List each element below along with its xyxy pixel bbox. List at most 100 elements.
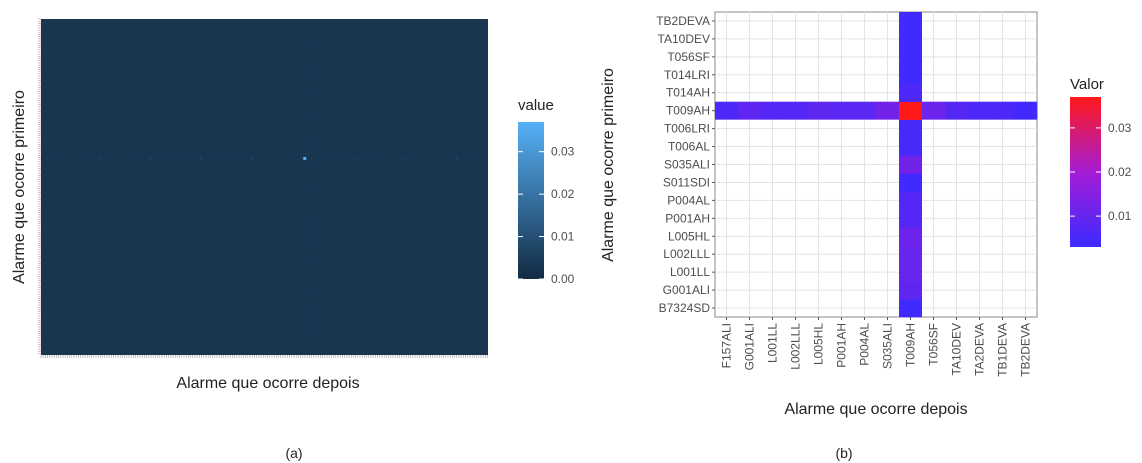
heatmap-a-row-cell bbox=[295, 157, 297, 160]
heatmap-a-row-cell bbox=[353, 157, 356, 160]
heatmap-a-col-cell bbox=[303, 238, 306, 241]
heatmap-cell bbox=[899, 29, 922, 49]
heatmap-b-x-tick-labels: F157ALI G001ALI L001LL L002LLL L005HL P001AH P… bbox=[720, 317, 1033, 377]
legend-a-tick-label: 0.03 bbox=[551, 145, 575, 159]
heatmap-cell bbox=[968, 101, 992, 120]
y-tick-label: T056SF bbox=[667, 50, 710, 64]
heatmap-a-row-cell bbox=[390, 157, 392, 160]
heatmap-cell bbox=[899, 137, 922, 156]
heatmap-a-col-cell bbox=[303, 48, 306, 51]
heatmap-cell bbox=[715, 101, 739, 120]
heatmap-a-col-cell bbox=[303, 165, 306, 168]
heatmap-a-row-cell bbox=[375, 157, 378, 160]
legend-a-tick-label: 0.00 bbox=[551, 272, 575, 286]
heatmap-a-col-cell bbox=[303, 107, 306, 109]
heatmap-cell bbox=[784, 101, 808, 120]
heatmap-a-col-cell bbox=[303, 173, 306, 175]
heatmap-a-row-cell bbox=[236, 157, 239, 160]
x-tick-label: TA2DEVA bbox=[973, 323, 987, 376]
heatmap-a-row-cell bbox=[360, 157, 363, 160]
heatmap-cell bbox=[899, 12, 922, 31]
heatmap-a-col-cell bbox=[303, 267, 306, 270]
heatmap-a-row-cell bbox=[207, 157, 210, 160]
heatmap-cell bbox=[991, 101, 1015, 120]
heatmap-a-row-cell bbox=[455, 157, 458, 160]
heatmap-a-row-cell bbox=[134, 157, 137, 160]
legend-b-ticks: 0.01 0.02 0.03 bbox=[1070, 121, 1132, 223]
heatmap-a-row-cell bbox=[127, 157, 129, 160]
heatmap-cell bbox=[899, 245, 922, 264]
heatmap-cell bbox=[899, 281, 922, 300]
legend-b-title: Valor bbox=[1070, 76, 1104, 93]
heatmap-a-row-cell bbox=[149, 157, 151, 160]
heatmap-a-col-cell bbox=[303, 180, 306, 182]
heatmap-cell bbox=[899, 263, 922, 282]
panel-a-ylabel: Alarme que ocorre primeiro bbox=[11, 90, 28, 284]
heatmap-a-row-cell bbox=[185, 157, 188, 160]
heatmap-a-row-cell bbox=[98, 157, 100, 160]
heatmap-a-row-cell bbox=[382, 157, 385, 160]
x-tick-label: L001LL bbox=[766, 323, 780, 363]
panel-b-xlabel: Alarme que ocorre depois bbox=[784, 401, 967, 418]
heatmap-a-row-cell bbox=[112, 157, 115, 160]
heatmap-a-row-cell bbox=[287, 157, 290, 160]
heatmap-a-row-cell bbox=[309, 157, 312, 160]
x-tick-label: T056SF bbox=[927, 323, 941, 366]
heatmap-a-row-cell bbox=[273, 157, 275, 160]
heatmap-a-col-cell bbox=[303, 121, 306, 124]
heatmap-a-col-cell bbox=[303, 224, 306, 226]
heatmap-cell bbox=[876, 101, 900, 120]
heatmap-a-row-cell bbox=[433, 157, 436, 160]
legend-a-colorbar bbox=[518, 122, 544, 279]
x-tick-label: L005HL bbox=[812, 323, 826, 365]
y-tick-label: T014AH bbox=[666, 86, 710, 100]
heatmap-a-col-cell bbox=[303, 78, 306, 80]
legend-b-tick-label: 0.03 bbox=[1108, 121, 1132, 135]
heatmap-a-row-cell bbox=[54, 157, 56, 160]
heatmap-a-edge-ticks bbox=[38, 18, 488, 358]
heatmap-a-col-cell bbox=[303, 260, 306, 263]
legend-a-tick-label: 0.02 bbox=[551, 187, 575, 201]
heatmap-a-peak-cell bbox=[303, 156, 307, 160]
heatmap-a-row-cell bbox=[412, 157, 414, 160]
heatmap-a-col-cell bbox=[303, 246, 306, 248]
legend-b-tick-label: 0.02 bbox=[1108, 165, 1132, 179]
heatmap-cell bbox=[1014, 101, 1038, 120]
heatmap-cell bbox=[922, 101, 946, 120]
heatmap-a-row-cell bbox=[61, 157, 64, 160]
y-tick-label: G001ALI bbox=[663, 283, 710, 297]
heatmap-a-row-cell bbox=[83, 157, 86, 160]
y-tick-label: T006LRI bbox=[664, 122, 710, 136]
heatmap-a-row-cell bbox=[200, 157, 202, 160]
heatmap-a-col-cell bbox=[303, 333, 306, 336]
heatmap-a-col-cell bbox=[303, 319, 306, 321]
heatmap-a-col-cell bbox=[303, 340, 306, 343]
x-tick-label: T009AH bbox=[904, 323, 918, 367]
heatmap-a-row-cell bbox=[397, 157, 399, 160]
panel-a: Alarme que ocorre depois Alarme que ocor… bbox=[11, 18, 575, 461]
legend-a-title: value bbox=[518, 97, 554, 114]
heatmap-a-col-cell bbox=[303, 56, 306, 58]
heatmap-a-col-cell bbox=[303, 202, 306, 204]
heatmap-a-row-cell bbox=[222, 157, 224, 160]
heatmap-a-col-cell bbox=[303, 297, 306, 299]
x-tick-label: G001ALI bbox=[743, 323, 757, 370]
heatmap-cell bbox=[807, 101, 831, 120]
y-tick-label: TB2DEVA bbox=[656, 14, 710, 28]
heatmap-a-col-cell bbox=[303, 282, 306, 285]
y-tick-label: T006AL bbox=[668, 140, 710, 154]
heatmap-cell bbox=[738, 101, 762, 120]
heatmap-cell bbox=[899, 155, 922, 174]
heatmap-cell bbox=[899, 47, 922, 67]
heatmap-a-col-cell bbox=[303, 114, 306, 117]
heatmap-a-row-cell bbox=[258, 157, 261, 160]
heatmap-a-row-cell bbox=[76, 157, 78, 160]
heatmap-a-col-cell bbox=[303, 143, 306, 146]
heatmap-a-col-cell bbox=[303, 41, 306, 44]
y-tick-label: L001LL bbox=[670, 265, 710, 279]
heatmap-a-col-cell bbox=[303, 136, 306, 139]
legend-b-colorbar bbox=[1070, 97, 1101, 247]
heatmap-a-col-cell bbox=[303, 129, 306, 131]
heatmap-a-col-cell bbox=[303, 231, 306, 233]
